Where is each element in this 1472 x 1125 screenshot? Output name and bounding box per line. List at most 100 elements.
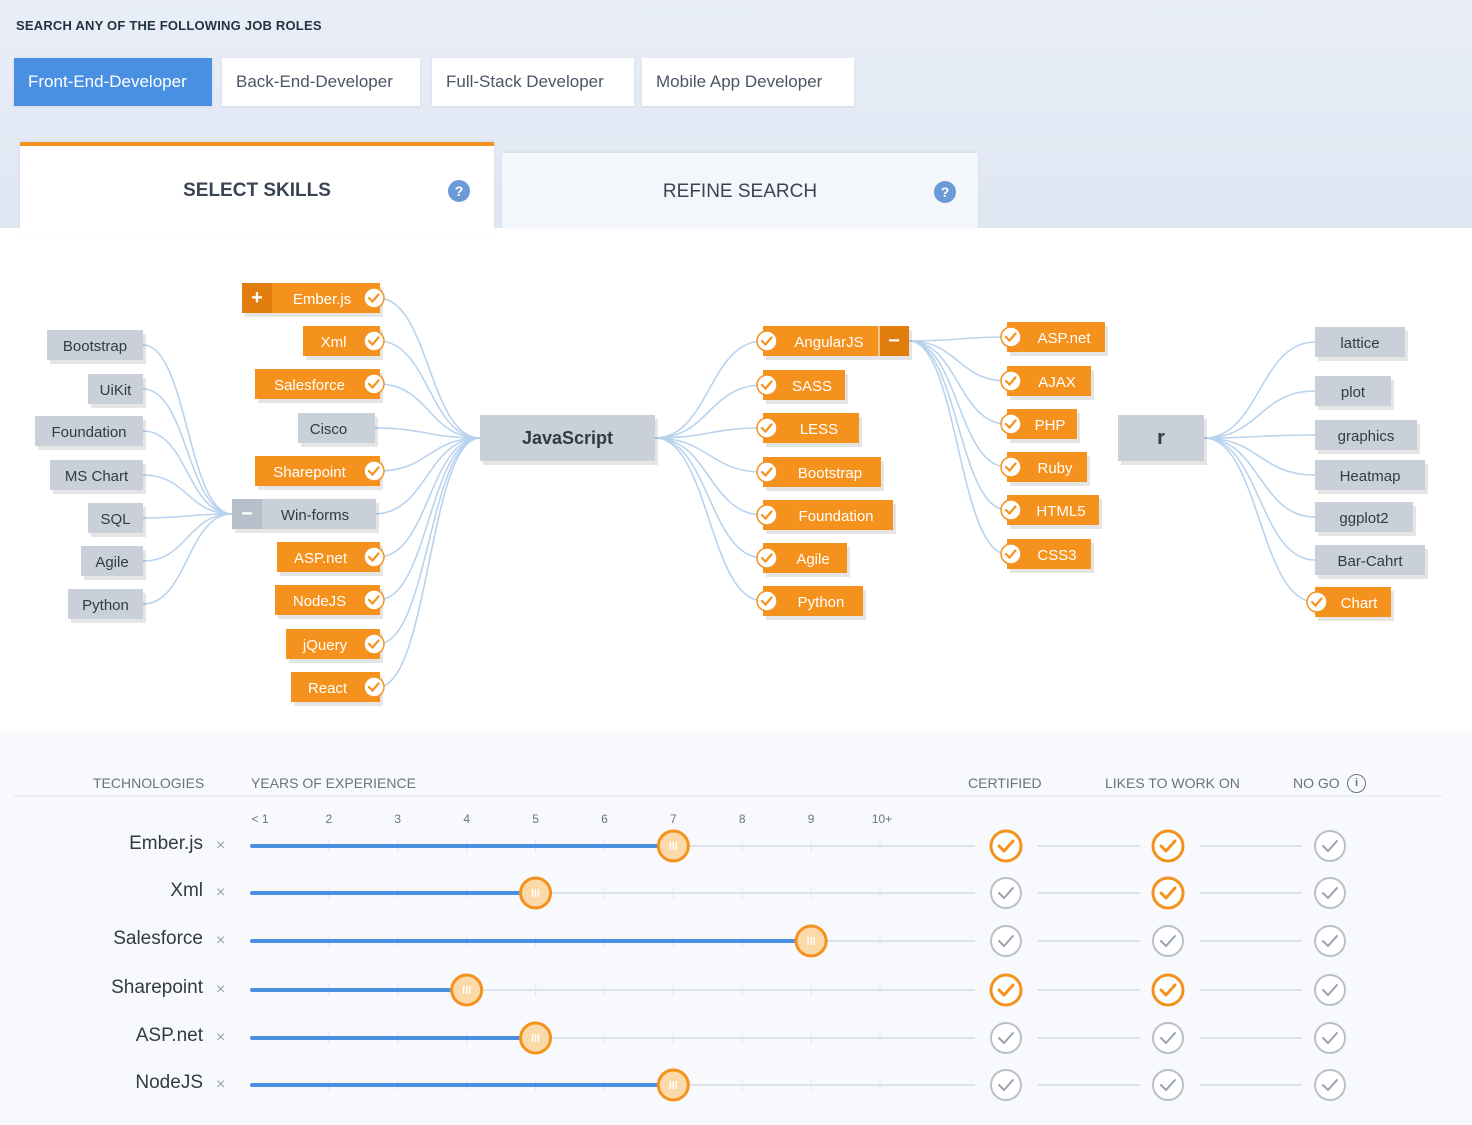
checkmark-icon[interactable] bbox=[363, 460, 385, 482]
remove-tech-icon[interactable]: × bbox=[216, 932, 226, 949]
certified-checkbox[interactable] bbox=[990, 925, 1022, 957]
experience-slider-xml[interactable] bbox=[250, 876, 975, 910]
skill-node-ms-chart[interactable]: MS Chart bbox=[50, 460, 146, 494]
skill-node-ruby[interactable]: Ruby bbox=[1000, 452, 1090, 486]
skill-node-sass[interactable]: SASS bbox=[756, 370, 848, 404]
skill-node-foundation[interactable]: Foundation bbox=[35, 416, 146, 450]
experience-slider-ember-js[interactable] bbox=[250, 829, 975, 863]
skill-node-heatmap[interactable]: Heatmap bbox=[1315, 460, 1428, 494]
skill-node-python[interactable]: Python bbox=[68, 589, 146, 623]
slider-handle[interactable] bbox=[794, 924, 828, 958]
checkmark-icon[interactable] bbox=[1000, 543, 1022, 565]
checkmark-icon[interactable] bbox=[756, 547, 778, 569]
skill-node-css3[interactable]: CSS3 bbox=[1000, 539, 1094, 573]
skill-node-asp-net[interactable]: ASP.net bbox=[1000, 322, 1108, 356]
help-icon[interactable]: ? bbox=[934, 181, 956, 203]
collapse-icon[interactable]: − bbox=[232, 499, 262, 529]
checkmark-icon[interactable] bbox=[756, 461, 778, 483]
checkmark-icon[interactable] bbox=[1306, 591, 1328, 613]
nogo-checkbox[interactable] bbox=[1314, 877, 1346, 909]
skill-node-plot[interactable]: plot bbox=[1315, 376, 1394, 410]
checkmark-icon[interactable] bbox=[756, 504, 778, 526]
checkmark-icon[interactable] bbox=[363, 633, 385, 655]
certified-checkbox[interactable] bbox=[990, 1022, 1022, 1054]
tab-refine-search[interactable]: REFINE SEARCH ? bbox=[502, 153, 978, 228]
checkmark-icon[interactable] bbox=[1000, 499, 1022, 521]
skill-node-jquery[interactable]: jQuery bbox=[286, 629, 385, 663]
help-icon[interactable]: ? bbox=[448, 180, 470, 202]
checkmark-icon[interactable] bbox=[756, 374, 778, 396]
nogo-checkbox[interactable] bbox=[1314, 830, 1346, 862]
experience-slider-sharepoint[interactable] bbox=[250, 973, 975, 1007]
skill-node-bar-cahrt[interactable]: Bar-Cahrt bbox=[1315, 545, 1428, 579]
slider-handle[interactable] bbox=[519, 876, 553, 910]
skill-node-xml[interactable]: Xml bbox=[303, 326, 385, 360]
skill-node-sql[interactable]: SQL bbox=[88, 503, 146, 537]
skill-node-lattice[interactable]: lattice bbox=[1315, 327, 1408, 361]
certified-checkbox[interactable] bbox=[989, 973, 1023, 1007]
slider-handle[interactable] bbox=[519, 1021, 553, 1055]
skill-node-r[interactable]: r bbox=[1118, 415, 1207, 465]
skill-node-uikit[interactable]: UiKit bbox=[88, 374, 146, 408]
skill-node-asp-net[interactable]: ASP.net bbox=[277, 542, 385, 576]
skill-node-bootstrap[interactable]: Bootstrap bbox=[47, 330, 146, 364]
certified-checkbox[interactable] bbox=[989, 829, 1023, 863]
checkmark-icon[interactable] bbox=[756, 417, 778, 439]
nogo-checkbox[interactable] bbox=[1314, 925, 1346, 957]
skill-node-bootstrap[interactable]: Bootstrap bbox=[756, 457, 884, 491]
checkmark-icon[interactable] bbox=[1000, 326, 1022, 348]
checkmark-icon[interactable] bbox=[363, 676, 385, 698]
nogo-checkbox[interactable] bbox=[1314, 1069, 1346, 1101]
slider-handle[interactable] bbox=[656, 1068, 690, 1102]
skill-node-ggplot2[interactable]: ggplot2 bbox=[1315, 502, 1416, 536]
skill-node-ember-js[interactable]: Ember.js + bbox=[242, 283, 385, 317]
certified-checkbox[interactable] bbox=[990, 877, 1022, 909]
remove-tech-icon[interactable]: × bbox=[216, 1029, 226, 1046]
skill-node-win-forms[interactable]: Win-forms − bbox=[232, 499, 379, 533]
skill-node-ajax[interactable]: AJAX bbox=[1000, 366, 1094, 400]
info-icon[interactable]: i bbox=[1347, 774, 1366, 793]
checkmark-icon[interactable] bbox=[756, 330, 778, 352]
expand-icon[interactable]: + bbox=[242, 283, 272, 313]
likes-checkbox[interactable] bbox=[1151, 829, 1185, 863]
role-mobile-app-developer[interactable]: Mobile App Developer bbox=[642, 58, 854, 106]
collapse-icon[interactable]: − bbox=[878, 326, 909, 356]
skill-node-less[interactable]: LESS bbox=[756, 413, 862, 447]
skill-node-nodejs[interactable]: NodeJS bbox=[275, 585, 385, 619]
skill-node-react[interactable]: React bbox=[291, 672, 385, 706]
skill-node-javascript[interactable]: JavaScript bbox=[480, 415, 658, 465]
experience-slider-asp-net[interactable] bbox=[250, 1021, 975, 1055]
slider-handle[interactable] bbox=[656, 829, 690, 863]
experience-slider-salesforce[interactable] bbox=[250, 924, 975, 958]
tab-select-skills[interactable]: SELECT SKILLS ? bbox=[20, 142, 494, 232]
checkmark-icon[interactable] bbox=[363, 330, 385, 352]
skill-node-sharepoint[interactable]: Sharepoint bbox=[255, 456, 385, 490]
skill-node-agile[interactable]: Agile bbox=[81, 546, 146, 580]
remove-tech-icon[interactable]: × bbox=[216, 1076, 226, 1093]
experience-slider-nodejs[interactable] bbox=[250, 1068, 975, 1102]
checkmark-icon[interactable] bbox=[363, 546, 385, 568]
likes-checkbox[interactable] bbox=[1152, 1022, 1184, 1054]
role-full-stack-developer[interactable]: Full-Stack Developer bbox=[432, 58, 634, 106]
remove-tech-icon[interactable]: × bbox=[216, 981, 226, 998]
likes-checkbox[interactable] bbox=[1152, 925, 1184, 957]
checkmark-icon[interactable] bbox=[756, 590, 778, 612]
skill-node-python[interactable]: Python bbox=[756, 586, 866, 620]
checkmark-icon[interactable] bbox=[363, 373, 385, 395]
skill-node-html5[interactable]: HTML5 bbox=[1000, 495, 1102, 529]
remove-tech-icon[interactable]: × bbox=[216, 884, 226, 901]
remove-tech-icon[interactable]: × bbox=[216, 837, 226, 854]
nogo-checkbox[interactable] bbox=[1314, 1022, 1346, 1054]
nogo-checkbox[interactable] bbox=[1314, 974, 1346, 1006]
skill-node-graphics[interactable]: graphics bbox=[1315, 420, 1420, 454]
skill-node-foundation[interactable]: Foundation bbox=[756, 500, 896, 534]
skill-node-php[interactable]: PHP bbox=[1000, 409, 1080, 443]
likes-checkbox[interactable] bbox=[1151, 876, 1185, 910]
checkmark-icon[interactable] bbox=[363, 287, 385, 309]
role-front-end-developer[interactable]: Front-End-Developer bbox=[14, 58, 212, 106]
checkmark-icon[interactable] bbox=[363, 589, 385, 611]
checkmark-icon[interactable] bbox=[1000, 456, 1022, 478]
checkmark-icon[interactable] bbox=[1000, 413, 1022, 435]
likes-checkbox[interactable] bbox=[1152, 1069, 1184, 1101]
skill-node-agile[interactable]: Agile bbox=[756, 543, 850, 577]
